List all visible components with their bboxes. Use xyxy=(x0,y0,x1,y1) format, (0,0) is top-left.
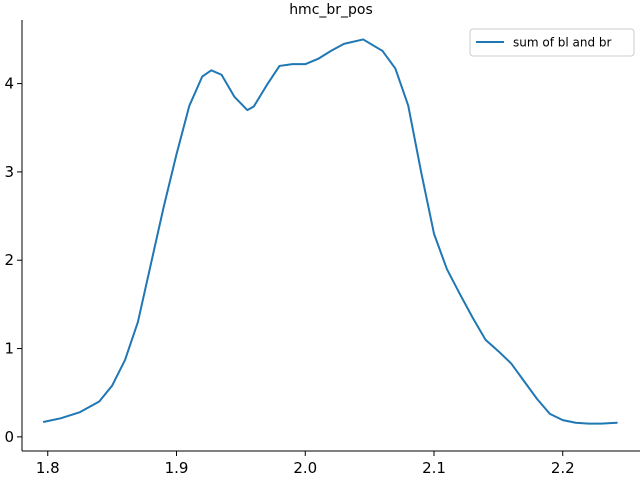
legend-label: sum of bl and br xyxy=(513,36,612,50)
y-tick-label: 1 xyxy=(4,340,14,358)
chart-title: hmc_br_pos xyxy=(289,2,373,18)
x-tick-label: 2.0 xyxy=(293,459,317,477)
y-tick-label: 3 xyxy=(4,163,14,181)
legend-box xyxy=(469,28,635,57)
x-tick-label: 2.2 xyxy=(551,459,575,477)
x-tick-label: 2.1 xyxy=(422,459,446,477)
plot-area: 1.8 1.9 2.0 2.1 2.2 0 1 2 3 4 xyxy=(4,20,640,477)
series-line-0 xyxy=(42,38,618,425)
y-tick-label: 2 xyxy=(4,251,14,269)
x-tick-label: 1.8 xyxy=(36,459,60,477)
y-tick-label: 4 xyxy=(4,75,14,93)
x-tick-label: 1.9 xyxy=(165,459,189,477)
y-tick-label: 0 xyxy=(4,428,14,446)
legend: sum of bl and br xyxy=(469,28,635,57)
